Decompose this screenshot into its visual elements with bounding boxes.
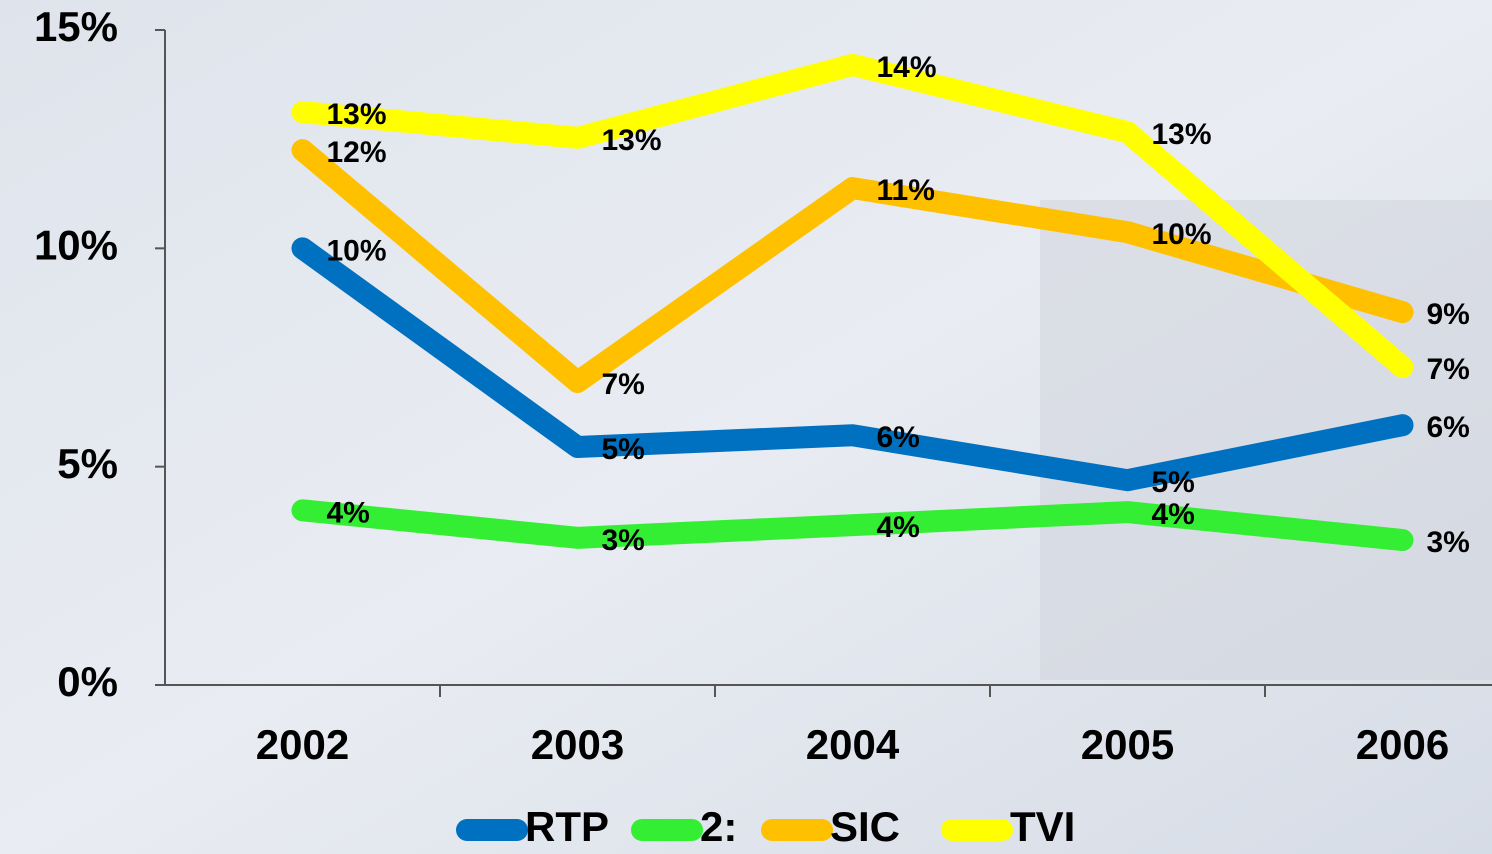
x-tick-label: 2004 (806, 721, 900, 768)
y-tick-label: 0% (57, 658, 118, 705)
data-label: 4% (327, 496, 370, 529)
y-tick-label: 15% (34, 3, 118, 50)
data-label: 4% (1152, 498, 1195, 531)
legend-label: 2: (700, 803, 737, 850)
data-label: 14% (877, 51, 937, 84)
series-line (291, 139, 1414, 393)
x-tick-label: 2002 (256, 721, 349, 768)
data-label: 13% (327, 98, 387, 131)
data-label: 12% (327, 136, 387, 169)
y-tick-label: 10% (34, 221, 118, 268)
data-label: 9% (1427, 298, 1470, 331)
legend-label: SIC (830, 803, 900, 850)
data-label: 4% (877, 511, 920, 544)
data-label: 5% (602, 433, 645, 466)
data-label: 7% (602, 368, 645, 401)
data-label: 3% (602, 524, 645, 557)
x-tick-label: 2003 (531, 721, 624, 768)
data-label: 7% (1427, 353, 1470, 386)
data-label: 13% (602, 124, 662, 157)
data-label: 10% (327, 234, 387, 267)
legend-label: RTP (525, 803, 609, 850)
x-tick-label: 2006 (1356, 721, 1449, 768)
series-line (291, 499, 1414, 552)
y-tick-label: 5% (57, 440, 118, 487)
data-label: 10% (1152, 218, 1212, 251)
legend-label: TVI (1010, 803, 1075, 850)
data-label: 6% (877, 421, 920, 454)
series-line (291, 237, 1414, 492)
series-line (291, 53, 1414, 379)
data-label: 3% (1427, 526, 1470, 559)
x-tick-label: 2005 (1081, 721, 1174, 768)
data-label: 6% (1427, 411, 1470, 444)
data-label: 5% (1152, 466, 1195, 499)
data-label: 13% (1152, 118, 1212, 151)
data-label: 11% (877, 174, 935, 207)
